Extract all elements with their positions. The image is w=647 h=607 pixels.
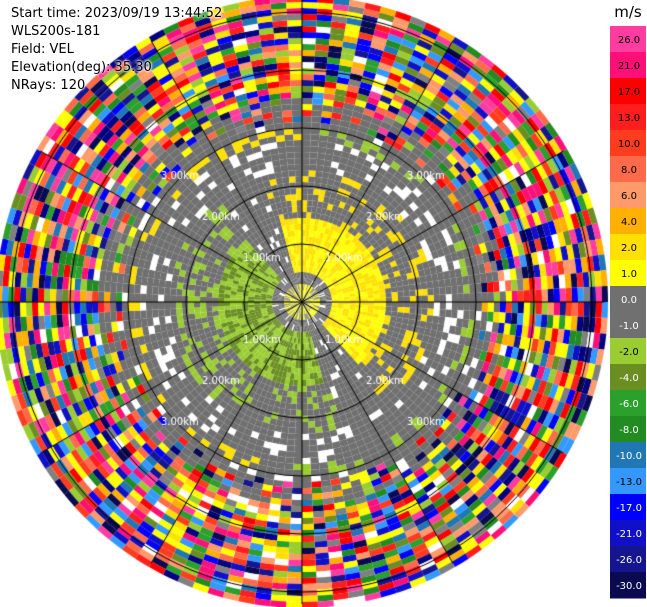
elevation-label: Elevation(deg): 35.30: [11, 60, 152, 75]
start-time-label: Start time: 2023/09/19 13:44:52: [11, 6, 223, 21]
colorbar-tick-label: -8.0: [619, 425, 639, 436]
colorbar-swatch: [610, 234, 646, 261]
colorbar-tick-label: -2.0: [619, 347, 639, 358]
colorbar-tick-label: 10.0: [618, 139, 640, 150]
colorbar-swatch: [610, 78, 646, 105]
nrays-label: NRays: 120: [11, 78, 86, 93]
colorbar-unit: m/s: [614, 3, 642, 21]
colorbar-tick-label: 0.0: [621, 295, 637, 306]
colorbar-swatch: [610, 286, 646, 313]
colorbar-tick-label: 2.0: [621, 243, 637, 254]
colorbar-swatch: [610, 338, 646, 365]
colorbar-swatch: [610, 546, 646, 573]
colorbar-tick-label: 8.0: [621, 165, 637, 176]
colorbar-tick-label: -26.0: [616, 555, 642, 566]
colorbar-swatch: [610, 208, 646, 235]
field-label: Field: VEL: [11, 42, 74, 57]
colorbar-swatch: [610, 156, 646, 183]
instrument-label: WLS200s-181: [11, 24, 101, 39]
colorbar-tick-label: -4.0: [619, 373, 639, 384]
colorbar-swatch: [610, 52, 646, 79]
colorbar-tick-label: -30.0: [616, 581, 642, 592]
colorbar-tick-label: 6.0: [621, 191, 637, 202]
colorbar-swatch: [610, 104, 646, 131]
colorbar-tick-label: -21.0: [616, 529, 642, 540]
colorbar-swatch: [610, 520, 646, 547]
colorbar-tick-label: 26.0: [618, 35, 640, 46]
colorbar-swatch: [610, 494, 646, 521]
colorbar-tick-label: 13.0: [618, 113, 640, 124]
colorbar-tick-label: 4.0: [621, 217, 637, 228]
colorbar-swatch: [610, 182, 646, 209]
colorbar-swatch: [610, 26, 646, 53]
colorbar-swatch: [610, 572, 646, 599]
colorbar-swatch: [610, 442, 646, 469]
colorbar-swatch: [610, 260, 646, 287]
colorbar-tick-label: 1.0: [621, 269, 637, 280]
colorbar-tick-label: 21.0: [618, 61, 640, 72]
colorbar-tick-label: -6.0: [619, 399, 639, 410]
colorbar-tick-label: -10.0: [616, 451, 642, 462]
colorbar-tick-label: -13.0: [616, 477, 642, 488]
colorbar-swatch: [610, 364, 646, 391]
colorbar-tick-label: -1.0: [619, 321, 639, 332]
colorbar-tick-label: -17.0: [616, 503, 642, 514]
colorbar-swatch: [610, 312, 646, 339]
colorbar-swatch: [610, 130, 646, 157]
colorbar-swatch: [610, 390, 646, 417]
colorbar-swatch: [610, 416, 646, 443]
colorbar-swatch: [610, 468, 646, 495]
colorbar-tick-label: 17.0: [618, 87, 640, 98]
